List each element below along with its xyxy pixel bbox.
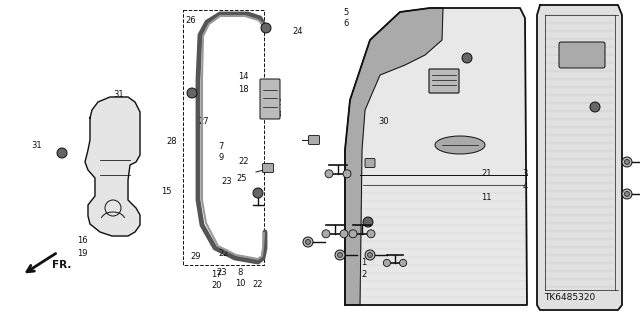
Text: 15: 15 (161, 187, 172, 196)
Text: 8: 8 (237, 268, 243, 277)
Circle shape (337, 253, 342, 257)
Text: 22: 22 (238, 157, 248, 166)
Circle shape (622, 189, 632, 199)
Circle shape (303, 237, 313, 247)
Text: 6: 6 (343, 19, 348, 28)
Text: 12: 12 (271, 98, 282, 107)
Circle shape (365, 250, 375, 260)
Text: 24: 24 (292, 27, 303, 36)
Text: 14: 14 (238, 72, 248, 81)
Text: 5: 5 (343, 8, 348, 17)
Text: 31: 31 (113, 90, 124, 99)
Text: 31: 31 (31, 141, 42, 150)
Text: 23: 23 (222, 177, 232, 186)
FancyBboxPatch shape (308, 136, 319, 145)
Circle shape (253, 188, 263, 198)
Text: 10: 10 (235, 279, 245, 288)
Circle shape (187, 88, 197, 98)
FancyBboxPatch shape (262, 164, 273, 173)
Circle shape (462, 53, 472, 63)
Circle shape (399, 259, 406, 266)
Text: FR.: FR. (52, 260, 72, 270)
Text: 13: 13 (271, 110, 282, 119)
Text: 17: 17 (211, 270, 221, 279)
Circle shape (622, 157, 632, 167)
Circle shape (367, 230, 375, 238)
Text: 19: 19 (77, 249, 87, 258)
Text: 3: 3 (522, 169, 527, 178)
FancyBboxPatch shape (429, 69, 459, 93)
Text: 29: 29 (190, 252, 200, 261)
Polygon shape (345, 8, 443, 305)
Polygon shape (85, 97, 140, 236)
Text: 16: 16 (77, 236, 87, 245)
Text: 9: 9 (218, 153, 223, 162)
Text: 7: 7 (218, 142, 223, 151)
Text: 21: 21 (481, 169, 492, 178)
Text: 30: 30 (379, 117, 389, 126)
Text: 18: 18 (238, 85, 248, 94)
Circle shape (349, 230, 357, 238)
Text: 11: 11 (481, 193, 492, 202)
FancyBboxPatch shape (260, 79, 280, 119)
FancyBboxPatch shape (365, 159, 375, 167)
Circle shape (305, 240, 310, 244)
Polygon shape (537, 5, 622, 310)
Ellipse shape (435, 136, 485, 154)
Text: 28: 28 (166, 137, 177, 146)
Text: 22: 22 (253, 280, 263, 289)
Circle shape (625, 191, 630, 197)
Circle shape (367, 253, 372, 257)
Circle shape (340, 230, 348, 238)
Circle shape (325, 170, 333, 178)
Text: 22: 22 (219, 249, 229, 258)
Text: TK6485320: TK6485320 (545, 293, 596, 302)
Circle shape (363, 217, 373, 227)
Text: 2: 2 (361, 270, 366, 279)
Circle shape (625, 160, 630, 165)
Circle shape (590, 102, 600, 112)
FancyBboxPatch shape (559, 42, 605, 68)
Text: 20: 20 (211, 281, 221, 290)
Circle shape (322, 230, 330, 238)
Text: 27: 27 (198, 117, 209, 126)
Text: 23: 23 (217, 268, 227, 277)
Text: 25: 25 (237, 174, 247, 183)
Circle shape (335, 250, 345, 260)
Text: 26: 26 (186, 16, 196, 25)
Circle shape (57, 148, 67, 158)
Text: 1: 1 (361, 258, 366, 267)
Text: 4: 4 (522, 182, 527, 191)
Circle shape (343, 170, 351, 178)
Polygon shape (345, 8, 527, 305)
Circle shape (383, 259, 390, 266)
Circle shape (261, 23, 271, 33)
